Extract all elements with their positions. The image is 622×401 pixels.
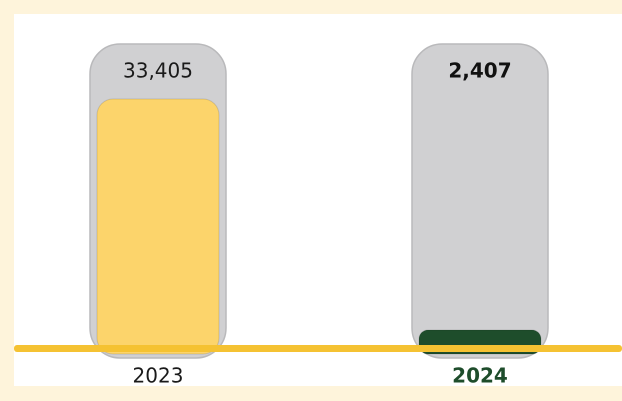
x-tick-label: 2024 xyxy=(452,364,508,388)
baseline xyxy=(14,345,622,352)
bar-track xyxy=(411,43,549,359)
bar xyxy=(96,98,220,355)
x-tick-label: 2023 xyxy=(133,364,184,388)
value-label: 33,405 xyxy=(123,59,193,83)
value-label: 2,407 xyxy=(448,59,511,83)
